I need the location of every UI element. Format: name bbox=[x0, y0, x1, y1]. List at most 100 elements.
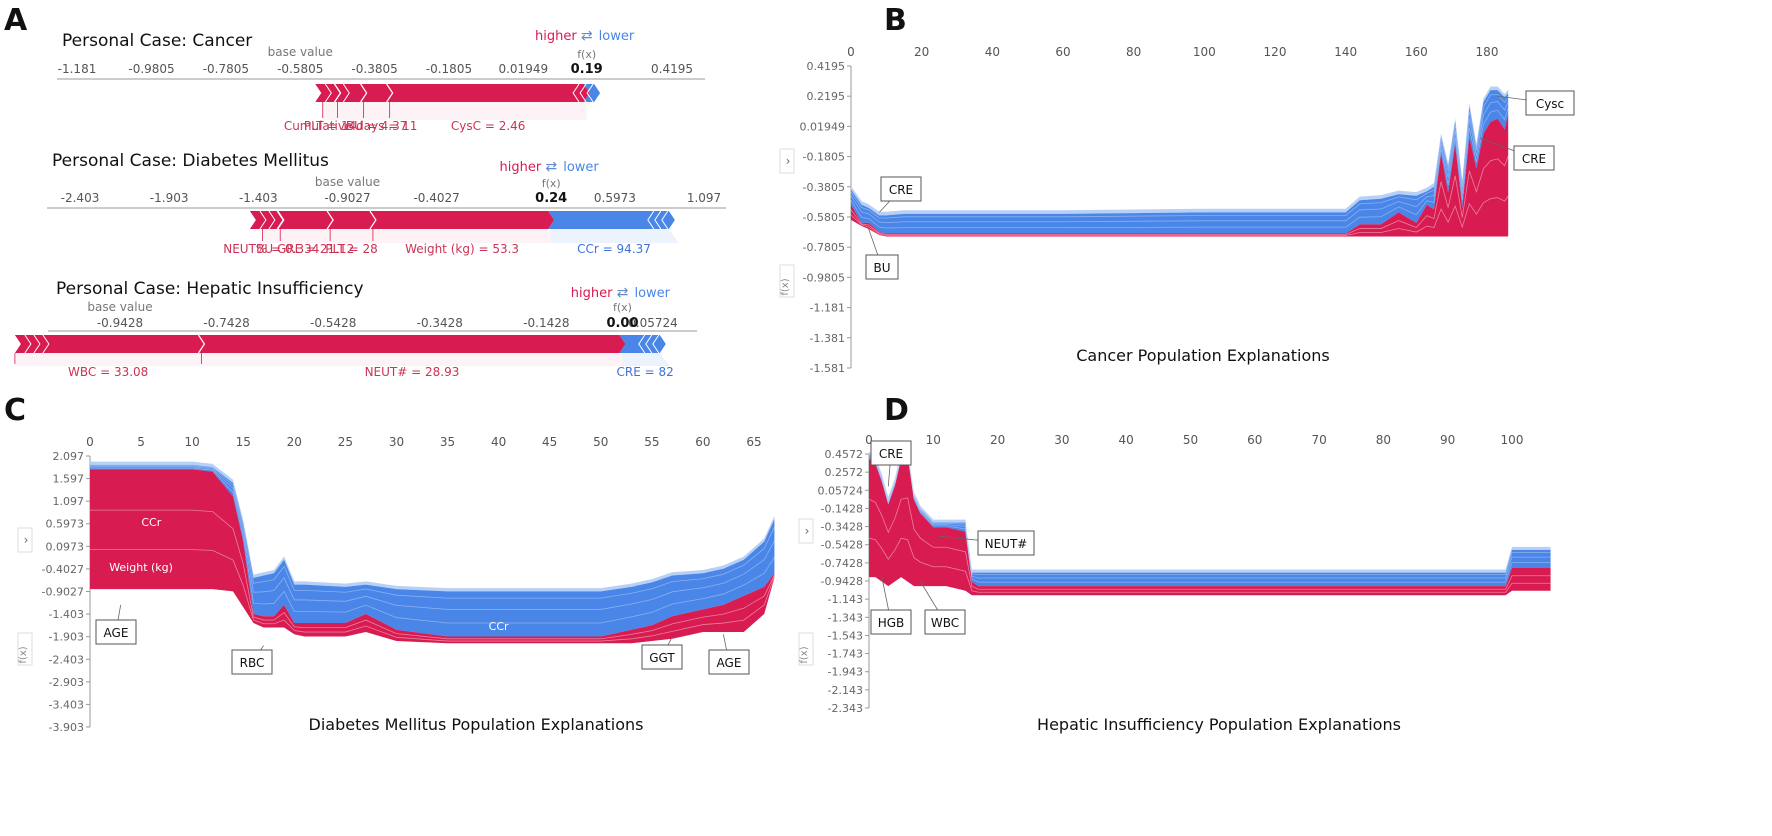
x-tick-label: 30 bbox=[389, 435, 404, 449]
x-tick-label: 80 bbox=[1376, 433, 1391, 447]
annotation-label: AGE bbox=[717, 656, 742, 670]
red-feature-label: PLT = 14 bbox=[304, 119, 357, 133]
blue-stripe bbox=[850, 101, 1509, 224]
force-blue-bar bbox=[619, 335, 666, 353]
y-tick-label: 2.097 bbox=[53, 450, 85, 463]
fx-value: 0.24 bbox=[535, 191, 567, 206]
fx-label: f(x) bbox=[542, 177, 561, 190]
x-tick-label: 0 bbox=[865, 433, 873, 447]
base-value-label: base value bbox=[268, 45, 333, 59]
inner-feature-label: CCr bbox=[489, 620, 509, 633]
feature-separator bbox=[276, 210, 284, 230]
annotation-label: Cysc bbox=[1536, 97, 1564, 111]
x-tick-label: 45 bbox=[542, 435, 557, 449]
force-red-bar bbox=[249, 211, 555, 229]
y-tick-label: -0.1805 bbox=[803, 151, 845, 164]
blue-stripe bbox=[850, 107, 1509, 229]
chart-title: Hepatic Insufficiency Population Explana… bbox=[1037, 715, 1401, 734]
inner-feature-label: Weight (kg) bbox=[109, 561, 173, 574]
x-tick-label: 100 bbox=[1193, 45, 1216, 59]
ylabel-box bbox=[779, 264, 795, 298]
blue-area bbox=[851, 90, 1509, 234]
feature-separator bbox=[386, 83, 394, 103]
y-tick-label: -1.181 bbox=[810, 302, 845, 315]
feature-shadow bbox=[622, 353, 670, 366]
x-tick-label: 60 bbox=[1247, 433, 1262, 447]
force-tick-label: -0.5805 bbox=[277, 62, 323, 76]
x-tick-label: 5 bbox=[137, 435, 145, 449]
y-tick-label: -1.343 bbox=[828, 611, 863, 624]
blue-stripe bbox=[90, 467, 775, 624]
y-tick-label: -2.343 bbox=[828, 702, 863, 715]
feature-shadow bbox=[372, 229, 552, 243]
annotation-label: GGT bbox=[649, 651, 675, 665]
force-tick-label: -0.3428 bbox=[417, 316, 463, 330]
annotation-box bbox=[977, 530, 1035, 556]
blue-stripe bbox=[868, 450, 1551, 576]
annotation-box bbox=[708, 649, 750, 675]
y-tick-label: -0.7428 bbox=[821, 557, 863, 570]
force-tick-label: -0.1805 bbox=[426, 62, 472, 76]
feature-shadow bbox=[551, 229, 679, 243]
force-tick-label: 0.4195 bbox=[651, 62, 693, 76]
y-tick-label: -1.381 bbox=[810, 332, 845, 345]
annotation-label: CRE bbox=[879, 447, 903, 461]
force-title: Personal Case: Cancer bbox=[62, 31, 252, 51]
feature-separator bbox=[342, 83, 350, 103]
feature-separator bbox=[654, 210, 662, 230]
x-tick-label: 60 bbox=[1055, 45, 1070, 59]
x-tick-label: 80 bbox=[1126, 45, 1141, 59]
red-stripe bbox=[868, 537, 1551, 593]
feature-shadow bbox=[363, 102, 390, 120]
chevron-right-icon: › bbox=[805, 524, 810, 538]
red-area bbox=[851, 114, 1509, 237]
blue-feature-label: CCr = 94.37 bbox=[577, 242, 651, 256]
y-tick-label: -2.143 bbox=[828, 684, 863, 697]
red-area bbox=[869, 454, 1551, 596]
annotation-box bbox=[641, 644, 683, 670]
feature-separator bbox=[42, 334, 50, 354]
y-tick-label: -0.1428 bbox=[821, 502, 863, 515]
ylabel-box bbox=[17, 632, 33, 666]
expand-box bbox=[798, 518, 814, 544]
annotation-label: RBC bbox=[240, 656, 265, 670]
lower-label: lower bbox=[563, 160, 599, 175]
feature-separator bbox=[33, 334, 41, 354]
y-tick-label: -0.9027 bbox=[42, 585, 84, 598]
annotation-box bbox=[870, 609, 912, 635]
blue-area bbox=[90, 464, 775, 637]
annotation-box bbox=[865, 254, 899, 280]
feature-separator bbox=[579, 83, 587, 103]
x-tick-label: 40 bbox=[1119, 433, 1134, 447]
x-tick-label: 90 bbox=[1440, 433, 1455, 447]
x-tick-label: 15 bbox=[236, 435, 251, 449]
y-tick-label: -1.581 bbox=[810, 362, 845, 375]
lower-label: lower bbox=[599, 29, 635, 44]
annotation-box bbox=[880, 176, 922, 202]
feature-separator bbox=[259, 210, 267, 230]
y-tick-label: 0.5973 bbox=[46, 518, 85, 531]
red-feature-label: Cumulative days = 11 bbox=[284, 119, 418, 133]
y-tick-label: 0.05724 bbox=[818, 484, 864, 497]
light-blue-band bbox=[869, 447, 1551, 573]
red-feature-label: BU GRE = 21.12 bbox=[256, 242, 354, 256]
expand-box bbox=[17, 527, 33, 553]
x-tick-label: 55 bbox=[644, 435, 659, 449]
chart-title: Diabetes Mellitus Population Explanation… bbox=[309, 715, 644, 734]
panel-letter-d: D bbox=[884, 393, 909, 428]
feature-shadow bbox=[201, 353, 623, 366]
y-tick-label: -1.543 bbox=[828, 629, 863, 642]
y-axis-label: f(x) bbox=[780, 278, 791, 295]
population-chart-cancer: 0 20 40 60 80 100 120 140 160 180 0.4195 0.2195 0.01… bbox=[779, 45, 1575, 375]
panel-letter-c: C bbox=[4, 393, 26, 428]
base-value-label: base value bbox=[87, 300, 152, 314]
force-tick-label: -0.3805 bbox=[351, 62, 397, 76]
chevron-right-icon: › bbox=[24, 533, 29, 547]
expand-box bbox=[779, 148, 795, 174]
x-tick-label: 50 bbox=[1183, 433, 1198, 447]
y-tick-label: -0.3805 bbox=[803, 181, 845, 194]
panel-letter-a: A bbox=[4, 3, 28, 38]
force-tick-label: -0.9805 bbox=[128, 62, 174, 76]
fx-value: 0.19 bbox=[571, 62, 603, 77]
lower-label: lower bbox=[634, 286, 670, 301]
